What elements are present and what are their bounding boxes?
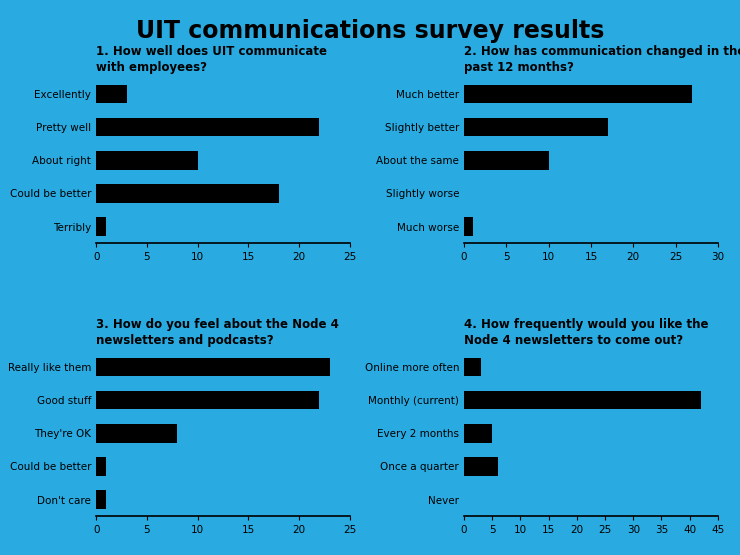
Bar xyxy=(96,491,107,508)
Bar xyxy=(96,391,320,410)
Bar xyxy=(96,118,320,137)
Bar xyxy=(96,425,178,442)
Text: 4. How frequently would you like the
Node 4 newsletters to come out?: 4. How frequently would you like the Nod… xyxy=(464,318,709,347)
Bar xyxy=(464,457,498,476)
Text: 3. How do you feel about the Node 4
newsletters and podcasts?: 3. How do you feel about the Node 4 news… xyxy=(96,318,339,347)
Bar xyxy=(464,425,492,442)
Text: 2. How has communication changed in the
past 12 months?: 2. How has communication changed in the … xyxy=(464,45,740,74)
Bar xyxy=(464,218,473,236)
Bar xyxy=(96,218,107,236)
Bar xyxy=(96,457,107,476)
Bar xyxy=(96,152,198,169)
Bar xyxy=(96,184,279,203)
Bar xyxy=(464,391,701,410)
Text: 1. How well does UIT communicate
with employees?: 1. How well does UIT communicate with em… xyxy=(96,45,327,74)
Bar xyxy=(464,152,548,169)
Bar xyxy=(96,358,329,376)
Text: UIT communications survey results: UIT communications survey results xyxy=(136,19,604,43)
Bar xyxy=(464,358,481,376)
Bar xyxy=(464,118,608,137)
Bar xyxy=(464,85,693,103)
Bar xyxy=(96,85,127,103)
